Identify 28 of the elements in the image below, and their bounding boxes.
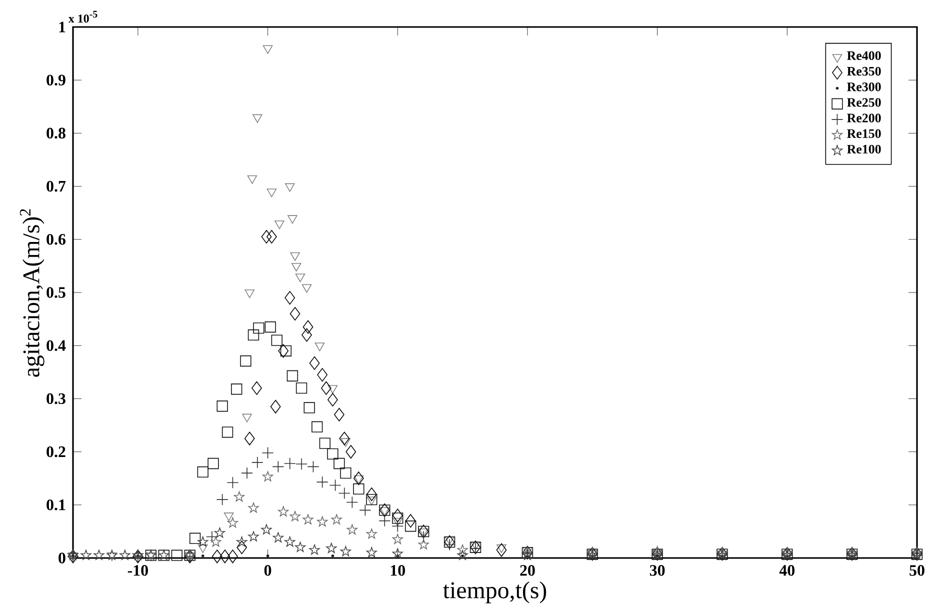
legend-label: Re200 [847, 114, 881, 122]
y-tick-label: 0.9 [46, 74, 66, 86]
y-axis-title: agitacion,A(m/s)$^{2}$ [20, 209, 44, 377]
y-tick-label: 0 [58, 552, 66, 564]
x-tick-label: 50 [910, 565, 924, 576]
y-tick-label: 0.4 [46, 340, 66, 352]
y-tick-label: 0.2 [46, 446, 66, 458]
legend-label: Re250 [847, 98, 881, 107]
y-tick-label: 0.7 [46, 180, 66, 192]
x-axis-title: tiempo,t(s) [443, 582, 546, 604]
legend-label: Re100 [847, 144, 881, 154]
y-tick-label: 0.5 [46, 287, 66, 298]
x-tick-label: 30 [650, 565, 665, 576]
y-tick-label: 0.1 [46, 499, 66, 510]
text: x 10$^{-5}$ [68, 10, 98, 23]
x-tick-label: 0 [264, 565, 272, 576]
y-tick-label: 0.6 [46, 234, 66, 245]
legend-label: Re150 [847, 129, 881, 138]
legend-label: Re300 [847, 82, 881, 92]
y-tick-label: 0.3 [46, 393, 66, 404]
legend-label: Re400 [847, 51, 881, 60]
y-tick-label: 1 [59, 22, 66, 32]
x-tick-label: 10 [390, 565, 405, 576]
x-tick-label: 20 [520, 565, 535, 576]
x-tick-label: -10 [128, 565, 148, 576]
y-tick-label: 0.8 [46, 128, 66, 139]
legend-label: Re350 [847, 66, 881, 76]
x-tick-label: 40 [779, 565, 795, 576]
